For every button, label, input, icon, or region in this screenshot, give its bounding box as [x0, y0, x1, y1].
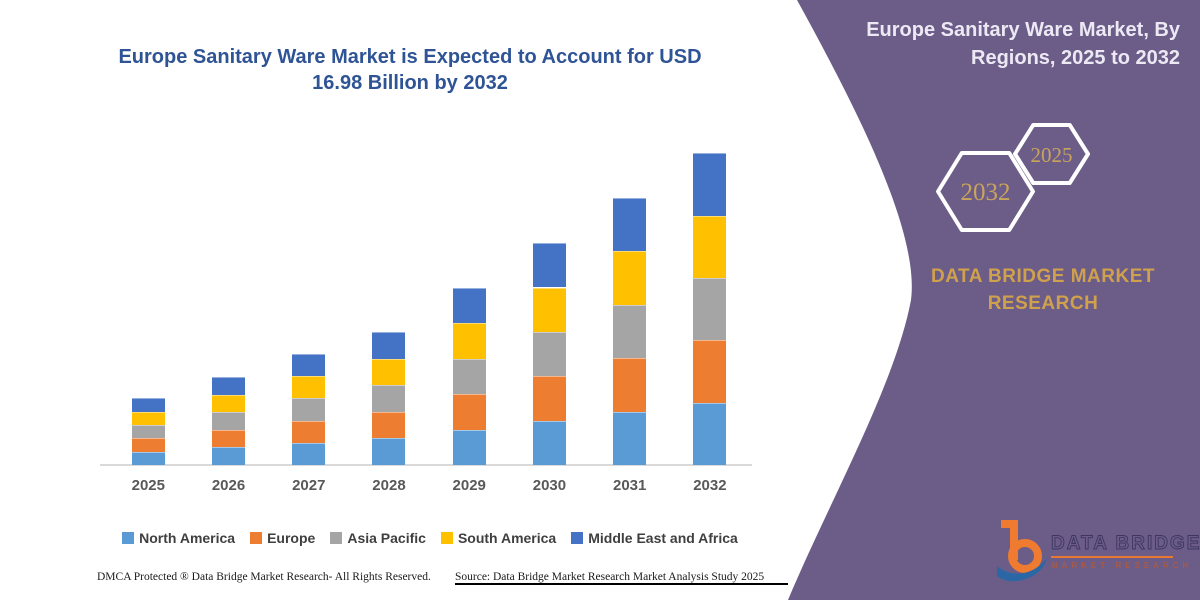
x-axis-label-2027: 2027 [292, 477, 326, 494]
bar-segment-2026-europe [212, 429, 246, 448]
hexagon-2025 [1013, 123, 1090, 185]
bar-segment-2030-asia-pacific [532, 331, 566, 377]
x-axis-label-2031: 2031 [612, 477, 647, 494]
hexagon-2025-label: 2025 [1031, 143, 1073, 167]
x-axis-label-2029: 2029 [452, 477, 486, 494]
year-hexagons: 2032 2025 [936, 123, 1090, 232]
panel-title: Europe Sanitary Ware Market, By Regions,… [840, 16, 1180, 72]
x-axis-line [100, 464, 752, 466]
legend-swatch-icon [250, 532, 263, 544]
bar-segment-2026-north-america [212, 447, 246, 465]
chart-title-line2: 16.98 Billion by 2032 [312, 72, 508, 94]
stacked-bar-chart: 2025 2026 2027 2028 2029 2030 2031 2032 [100, 153, 752, 494]
legend-label: Middle East and Africa [588, 530, 738, 546]
brand-text-line1: DATA BRIDGE MARKET [931, 266, 1155, 287]
bar-segment-2028-middle-east-and-africa [372, 331, 406, 359]
legend-swatch-icon [440, 532, 453, 544]
bar-segment-2030-north-america [532, 420, 566, 465]
bar-segment-2025-north-america [131, 451, 165, 465]
bar-segment-2026-middle-east-and-africa [212, 376, 246, 395]
legend-item-asia-pacific: Asia Pacific [330, 530, 426, 546]
bar-segment-2029-asia-pacific [452, 358, 486, 395]
bar-segment-2031-north-america [613, 411, 647, 465]
bar-segment-2028-south-america [372, 358, 406, 386]
panel-title-line1: Europe Sanitary Ware Market, By [866, 19, 1180, 41]
bar-segment-2026-asia-pacific [212, 412, 246, 430]
x-axis-label-2028: 2028 [372, 477, 406, 494]
bar-segment-2032-north-america [693, 402, 727, 465]
bar-segment-2029-north-america [452, 429, 486, 465]
legend-item-north-america: North America [122, 530, 235, 546]
bar-segment-2031-middle-east-and-africa [613, 197, 647, 252]
bar-segment-2032-asia-pacific [693, 277, 727, 341]
bar-segment-2027-south-america [292, 376, 326, 399]
x-axis-label-2026: 2026 [211, 477, 246, 494]
bar-segment-2029-middle-east-and-africa [452, 288, 486, 324]
legend-item-middle-east-and-africa: Middle East and Africa [571, 530, 738, 546]
bar-segment-2028-asia-pacific [372, 385, 406, 412]
bar-segment-2032-middle-east-and-africa [693, 153, 727, 216]
bar-segment-2031-asia-pacific [613, 304, 647, 359]
bar-segment-2028-europe [372, 411, 406, 439]
chart-legend: North America Europe Asia Pacific South Ame… [100, 530, 760, 546]
dmca-footer-text: DMCA Protected ® Data Bridge Market Rese… [97, 571, 431, 583]
bar-segment-2032-south-america [693, 215, 727, 278]
hexagon-2032 [936, 151, 1035, 232]
legend-swatch-icon [122, 532, 135, 544]
legend-label: Asia Pacific [347, 530, 426, 546]
logo-b-stem [1010, 520, 1018, 560]
footer-divider-line [455, 583, 788, 585]
bar-segment-2029-europe [452, 394, 486, 430]
bar-segment-2029-south-america [452, 323, 486, 359]
bar-segment-2027-asia-pacific [292, 398, 326, 421]
bar-segment-2027-europe [292, 420, 326, 443]
bar-segment-2031-europe [613, 358, 647, 412]
legend-label: Europe [267, 530, 316, 546]
x-axis-label-2030: 2030 [532, 477, 567, 494]
brand-text-line2: RESEARCH [987, 293, 1099, 314]
logo-swoosh-icon [997, 558, 1047, 582]
panel-title-line2: Regions, 2025 to 2032 [971, 47, 1180, 69]
bar-segment-2026-south-america [212, 394, 246, 413]
bar-segment-2030-europe [532, 376, 566, 421]
bar-segment-2027-north-america [292, 442, 326, 465]
x-axis-label-2025: 2025 [131, 477, 165, 494]
logo-underline [1051, 556, 1173, 558]
data-bridge-logo: DATA BRIDGE MARKET RESEARCH [995, 516, 1200, 586]
logo-words: DATA BRIDGE MARKET RESEARCH [1051, 533, 1200, 570]
bar-segment-2030-middle-east-and-africa [532, 243, 566, 288]
legend-label: South America [457, 530, 557, 546]
legend-item-south-america: South America [440, 530, 557, 546]
logo-text-primary: DATA BRIDGE [1051, 533, 1200, 555]
x-axis-label-2032: 2032 [693, 477, 727, 494]
legend-swatch-icon [330, 532, 343, 544]
bar-segment-2028-north-america [372, 438, 406, 465]
bar-segment-2031-south-america [613, 251, 647, 305]
legend-label: North America [139, 530, 236, 546]
bar-segment-2025-middle-east-and-africa [131, 398, 165, 412]
legend-swatch-icon [571, 532, 584, 544]
bar-segment-2025-asia-pacific [131, 424, 165, 439]
chart-title: Europe Sanitary Ware Market is Expected … [110, 44, 710, 96]
bar-segment-2027-middle-east-and-africa [292, 353, 326, 377]
brand-text: DATA BRIDGE MARKET RESEARCH [930, 263, 1156, 317]
bar-segment-2030-south-america [532, 287, 566, 332]
bar-segment-2025-south-america [131, 411, 165, 425]
hexagon-2032-label: 2032 [961, 179, 1011, 206]
bar-segment-2025-europe [131, 438, 165, 452]
logo-b-flag [1001, 520, 1018, 528]
source-footer-text: Source: Data Bridge Market Research Mark… [455, 571, 765, 583]
chart-title-line1: Europe Sanitary Ware Market is Expected … [118, 46, 702, 68]
logo-b-bowl [1008, 539, 1042, 573]
legend-item-europe: Europe [250, 530, 315, 546]
bar-segment-2032-europe [693, 340, 727, 403]
logo-b-icon [997, 520, 1047, 582]
logo-text-secondary: MARKET RESEARCH [1051, 561, 1193, 570]
